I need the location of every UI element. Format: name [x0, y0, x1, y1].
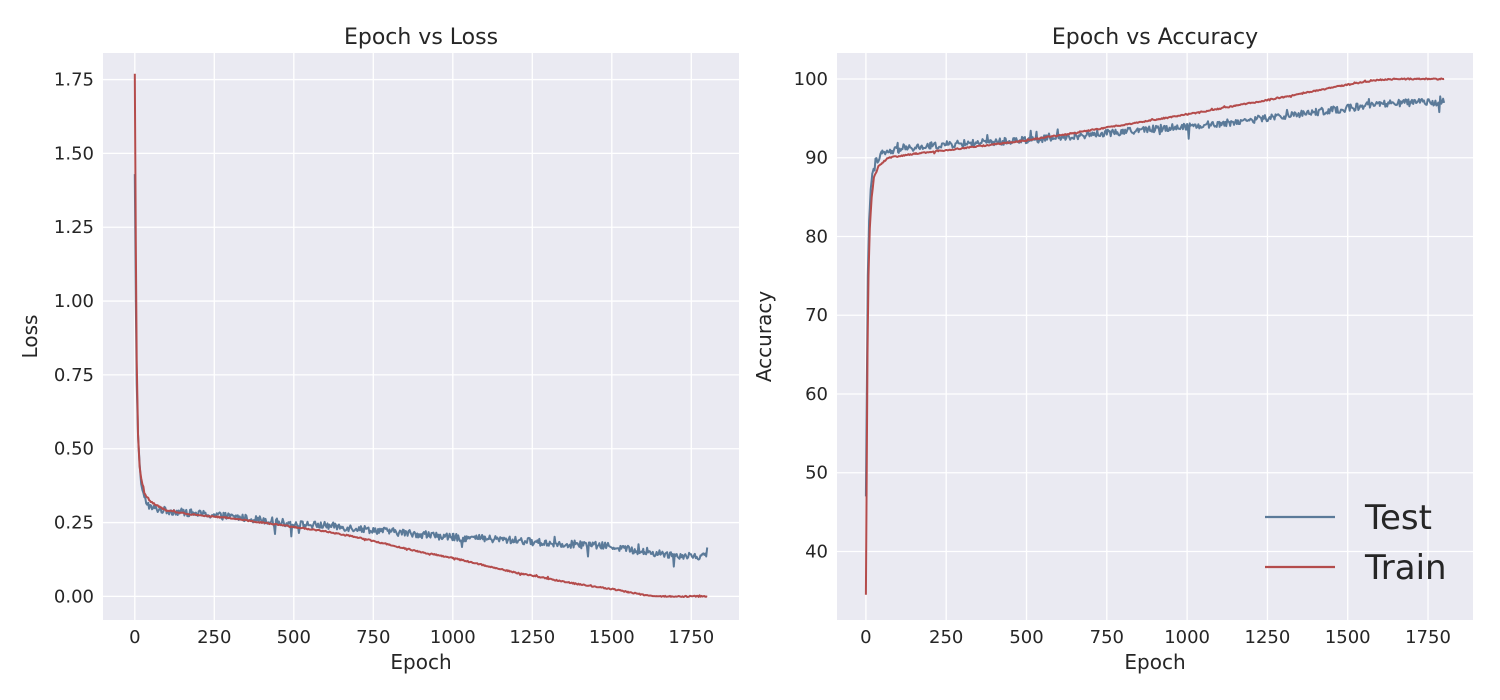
- x-tick-label: 1250: [509, 627, 555, 648]
- accuracy-ticks: 0 250 500 750 1000 1250 1500 1750 40 50 60 70 80 90 10…: [794, 69, 1451, 648]
- x-tick-label: 500: [1009, 627, 1043, 648]
- accuracy-grid: [837, 53, 1473, 620]
- series-line-train: [864, 77, 1445, 595]
- series-line-test: [133, 174, 709, 568]
- y-tick-label: 40: [805, 541, 828, 562]
- accuracy-x-axis-label: Epoch: [1124, 650, 1185, 674]
- y-tick-label: 1.00: [54, 291, 94, 312]
- x-tick-label: 250: [197, 627, 231, 648]
- accuracy-chart: 0 250 500 750 1000 1250 1500 1750 40 50 60 70 80 90 10…: [752, 25, 1473, 674]
- accuracy-y-axis-label: Accuracy: [752, 291, 776, 382]
- y-tick-label: 0.25: [54, 513, 94, 534]
- accuracy-series-lines: [864, 77, 1446, 595]
- x-tick-label: 1250: [1245, 627, 1291, 648]
- y-tick-label: 1.25: [54, 217, 94, 238]
- x-tick-label: 250: [929, 627, 963, 648]
- y-tick-label: 1.50: [54, 143, 94, 164]
- loss-plot-area: [103, 53, 739, 620]
- y-tick-label: 50: [805, 463, 828, 484]
- y-tick-label: 1.75: [54, 70, 94, 91]
- x-tick-label: 500: [277, 627, 311, 648]
- loss-ticks: 0 250 500 750 1000 1250 1500 1750 0.00 0.25 0.50 0.…: [54, 70, 714, 648]
- loss-x-axis-label: Epoch: [390, 650, 451, 674]
- loss-y-axis-label: Loss: [18, 315, 42, 359]
- legend-label-train: Train: [1364, 548, 1447, 588]
- x-tick-label: 750: [1090, 627, 1124, 648]
- accuracy-chart-title: Epoch vs Accuracy: [1052, 25, 1258, 50]
- y-tick-label: 70: [805, 305, 828, 326]
- series-line-train: [133, 73, 708, 598]
- y-tick-label: 90: [805, 148, 828, 169]
- legend-label-test: Test: [1364, 498, 1432, 538]
- y-tick-label: 80: [805, 226, 828, 247]
- loss-series-lines: [133, 73, 709, 598]
- y-tick-label: 0.75: [54, 365, 94, 386]
- y-tick-label: 0.50: [54, 439, 94, 460]
- x-tick-label: 0: [860, 627, 871, 648]
- loss-chart-title: Epoch vs Loss: [344, 25, 498, 50]
- x-tick-label: 1500: [1325, 627, 1371, 648]
- accuracy-legend: Test Train: [1265, 498, 1447, 588]
- y-tick-label: 60: [805, 384, 828, 405]
- series-line-test: [864, 95, 1446, 497]
- x-tick-label: 1000: [430, 627, 476, 648]
- x-tick-label: 1750: [1405, 627, 1451, 648]
- accuracy-plot-area: [837, 53, 1473, 620]
- x-tick-label: 0: [129, 627, 140, 648]
- loss-chart: 0 250 500 750 1000 1250 1500 1750 0.00 0.25 0.50 0.…: [18, 25, 739, 674]
- y-tick-label: 0.00: [54, 586, 94, 607]
- loss-grid: [103, 53, 739, 620]
- y-tick-label: 100: [794, 69, 828, 90]
- x-tick-label: 1500: [589, 627, 635, 648]
- x-tick-label: 1750: [668, 627, 714, 648]
- x-tick-label: 1000: [1164, 627, 1210, 648]
- x-tick-label: 750: [356, 627, 390, 648]
